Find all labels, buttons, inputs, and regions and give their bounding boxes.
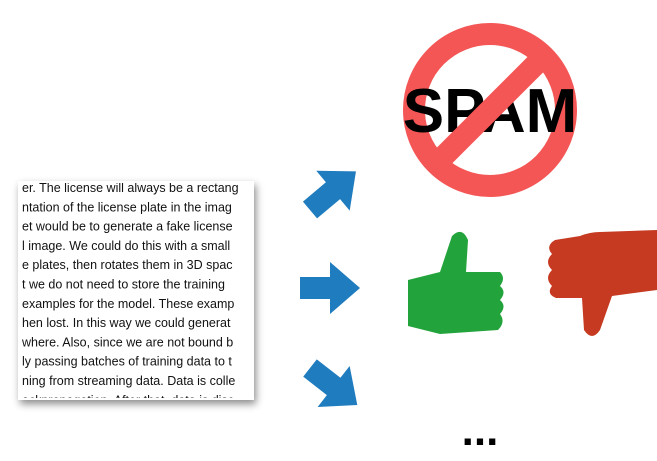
arrow: [303, 359, 358, 407]
document-line: er. The license will always be a rectang: [22, 181, 239, 195]
sign-ring: [403, 23, 577, 197]
document-line: l image. We could do this with a small: [22, 239, 230, 253]
spam-sign: SPAM: [403, 23, 577, 197]
arrow: [300, 262, 360, 314]
document-text: er. The license will always be a rectang…: [21, 181, 239, 407]
document-line: ntation of the license plate in the imag: [22, 200, 232, 214]
document-line: ning from streaming data. Data is colle: [22, 374, 235, 388]
arrows: [300, 170, 360, 407]
document-line: examples for the model. These examp: [22, 297, 234, 311]
document-line: et would be to generate a fake license: [22, 220, 233, 234]
ellipsis: ...: [462, 406, 499, 455]
document-line: t we do not need to store the training: [22, 278, 225, 292]
document-line: ly passing batches of training data to t: [22, 355, 232, 369]
sign-slash: [426, 46, 554, 174]
arrow: [302, 170, 356, 219]
thumbs-down: [548, 230, 657, 336]
document-line: ackpropagation. After that, data is disc: [22, 393, 234, 407]
document-line: e plates, then rotates them in 3D spac: [22, 258, 233, 272]
document-line: where. Also, since we are not bound b: [21, 335, 233, 349]
document-line: hen lost. In this way we could generat: [22, 316, 231, 330]
thumbs-up: [408, 231, 504, 334]
document-card: [18, 181, 254, 400]
